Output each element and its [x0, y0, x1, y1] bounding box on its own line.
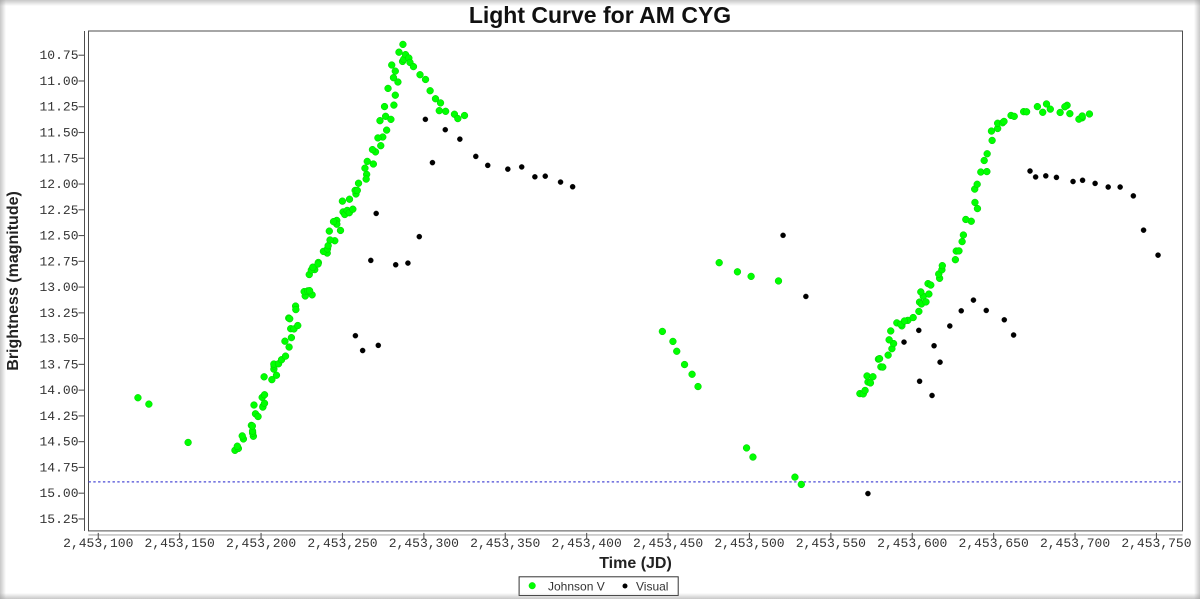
svg-text:2,453,450: 2,453,450	[633, 536, 703, 551]
svg-text:14.75: 14.75	[39, 460, 78, 475]
svg-text:2,453,350: 2,453,350	[470, 536, 540, 551]
svg-text:2,453,750: 2,453,750	[1121, 536, 1191, 551]
svg-text:13.75: 13.75	[39, 357, 78, 372]
svg-text:14.00: 14.00	[39, 383, 78, 398]
svg-text:2,453,700: 2,453,700	[1040, 536, 1110, 551]
svg-text:13.00: 13.00	[39, 280, 78, 295]
svg-text:11.00: 11.00	[39, 74, 78, 89]
svg-text:14.25: 14.25	[39, 409, 78, 424]
svg-text:Visual: Visual	[636, 580, 668, 594]
svg-text:15.00: 15.00	[39, 486, 78, 501]
svg-text:12.25: 12.25	[39, 203, 78, 218]
svg-text:Time (JD): Time (JD)	[599, 555, 672, 572]
svg-text:12.75: 12.75	[39, 254, 78, 269]
svg-text:14.50: 14.50	[39, 435, 78, 450]
svg-text:Johnson V: Johnson V	[548, 580, 605, 594]
svg-text:10.75: 10.75	[39, 48, 78, 63]
svg-text:2,453,550: 2,453,550	[796, 536, 866, 551]
svg-text:12.00: 12.00	[39, 177, 78, 192]
svg-text:11.75: 11.75	[39, 151, 78, 166]
svg-text:2,453,650: 2,453,650	[959, 536, 1029, 551]
svg-text:2,453,600: 2,453,600	[877, 536, 947, 551]
svg-text:Brightness (magnitude): Brightness (magnitude)	[5, 191, 22, 371]
svg-text:15.25: 15.25	[39, 512, 78, 527]
svg-text:13.25: 13.25	[39, 306, 78, 321]
svg-text:11.50: 11.50	[39, 126, 78, 141]
svg-text:11.25: 11.25	[39, 100, 78, 115]
svg-text:2,453,250: 2,453,250	[307, 536, 377, 551]
svg-text:2,453,400: 2,453,400	[552, 536, 622, 551]
svg-text:2,453,300: 2,453,300	[389, 536, 459, 551]
svg-text:2,453,200: 2,453,200	[226, 536, 296, 551]
svg-text:12.50: 12.50	[39, 229, 78, 244]
svg-text:2,453,150: 2,453,150	[145, 536, 215, 551]
svg-text:2,453,100: 2,453,100	[63, 536, 133, 551]
svg-text:2,453,500: 2,453,500	[714, 536, 784, 551]
svg-text:13.50: 13.50	[39, 332, 78, 347]
